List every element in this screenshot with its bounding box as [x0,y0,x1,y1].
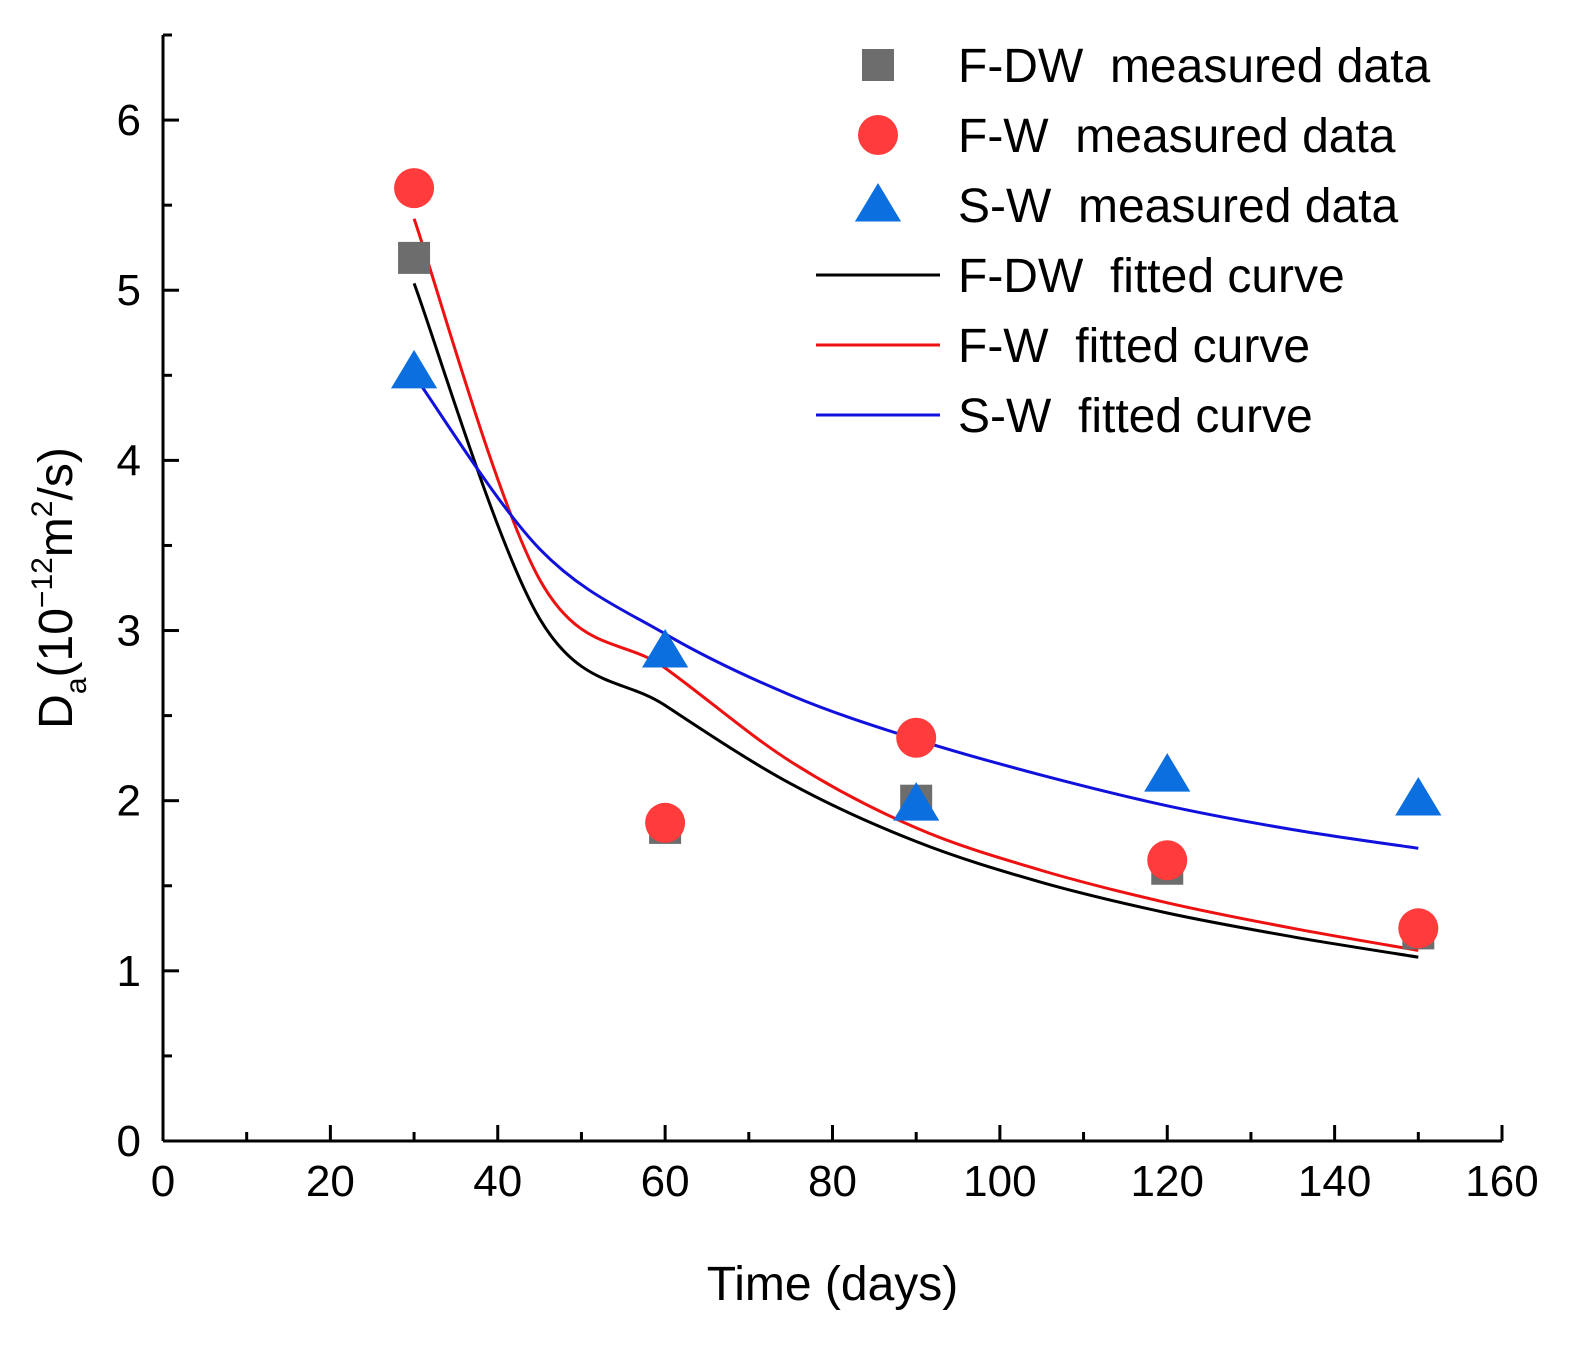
y-tick-label: 5 [117,266,141,315]
y-tick-label: 4 [117,436,141,485]
x-tick-label: 80 [808,1157,857,1206]
y-axis-title-open: (10 [30,608,83,677]
x-tick-label: 40 [473,1157,522,1206]
x-tick-label: 120 [1131,1157,1204,1206]
y-axis-title-unit-exponent: 2 [26,501,59,518]
s-w-measured-data-point [1395,776,1442,816]
f-w-measured-data-point [896,717,937,758]
s-w-fitted-curve-line [412,374,1419,850]
f-w-measured-data-point [394,168,435,209]
s-w-measured-data-point [893,782,940,821]
x-tick-label: 100 [963,1157,1036,1206]
legend: F-DW measured data F-W measured data S-W m… [816,40,1430,443]
y-tick-label: 2 [117,777,141,826]
legend-swatch-f-w-measured-data [858,115,898,155]
y-axis-title-main: D [30,694,83,729]
x-tick-label: 140 [1298,1157,1371,1206]
legend-swatch-f-dw-measured-data [862,49,894,81]
f-dw-measured-data-point [398,241,431,274]
s-w-measured-data-point [642,628,689,668]
legend-label-f-dw-measured-data: F-DW measured data [958,40,1430,93]
y-axis-title: Da(10−12m2/s) [26,447,93,729]
s-w-measured-data-point [1144,753,1191,792]
legend-label-f-dw-fitted-curve: F-DW fitted curve [958,250,1345,303]
x-tick-label: 0 [151,1157,175,1206]
y-tick-label: 1 [117,947,141,996]
legend-label-s-w-measured-data: S-W measured data [958,180,1398,233]
x-axis-title: Time (days) [707,1258,959,1311]
s-w-measured-data-point [390,349,438,389]
y-tick-label: 3 [117,607,141,656]
y-axis-title-close: /s) [30,447,83,500]
f-w-measured-data-point [1398,908,1439,949]
legend-label-f-w-measured-data: F-W measured data [958,110,1396,163]
f-w-measured-data-point [1147,840,1188,881]
y-axis-title-subscript: a [60,677,93,694]
measured-markers [390,168,1442,950]
legend-label-f-w-fitted-curve: F-W fitted curve [958,320,1310,373]
f-w-fitted-curve-line [412,218,1419,952]
y-axis-title-exponent: −12 [26,557,59,608]
legend-label-s-w-fitted-curve: S-W fitted curve [958,390,1313,443]
x-tick-label: 20 [306,1157,355,1206]
y-tick-label: 6 [117,96,141,145]
f-dw-fitted-curve-line [412,282,1419,959]
y-tick-label: 0 [117,1117,141,1166]
x-tick-label: 60 [641,1157,690,1206]
legend-swatch-s-w-measured-data [854,183,902,222]
y-axis-title-unit: m [30,517,83,557]
f-w-measured-data-point [645,802,686,843]
x-tick-label: 160 [1465,1157,1538,1206]
axes: 0 20 40 60 80 100 120 140 160 0 1 2 3 4 5 6 [117,33,1539,1206]
